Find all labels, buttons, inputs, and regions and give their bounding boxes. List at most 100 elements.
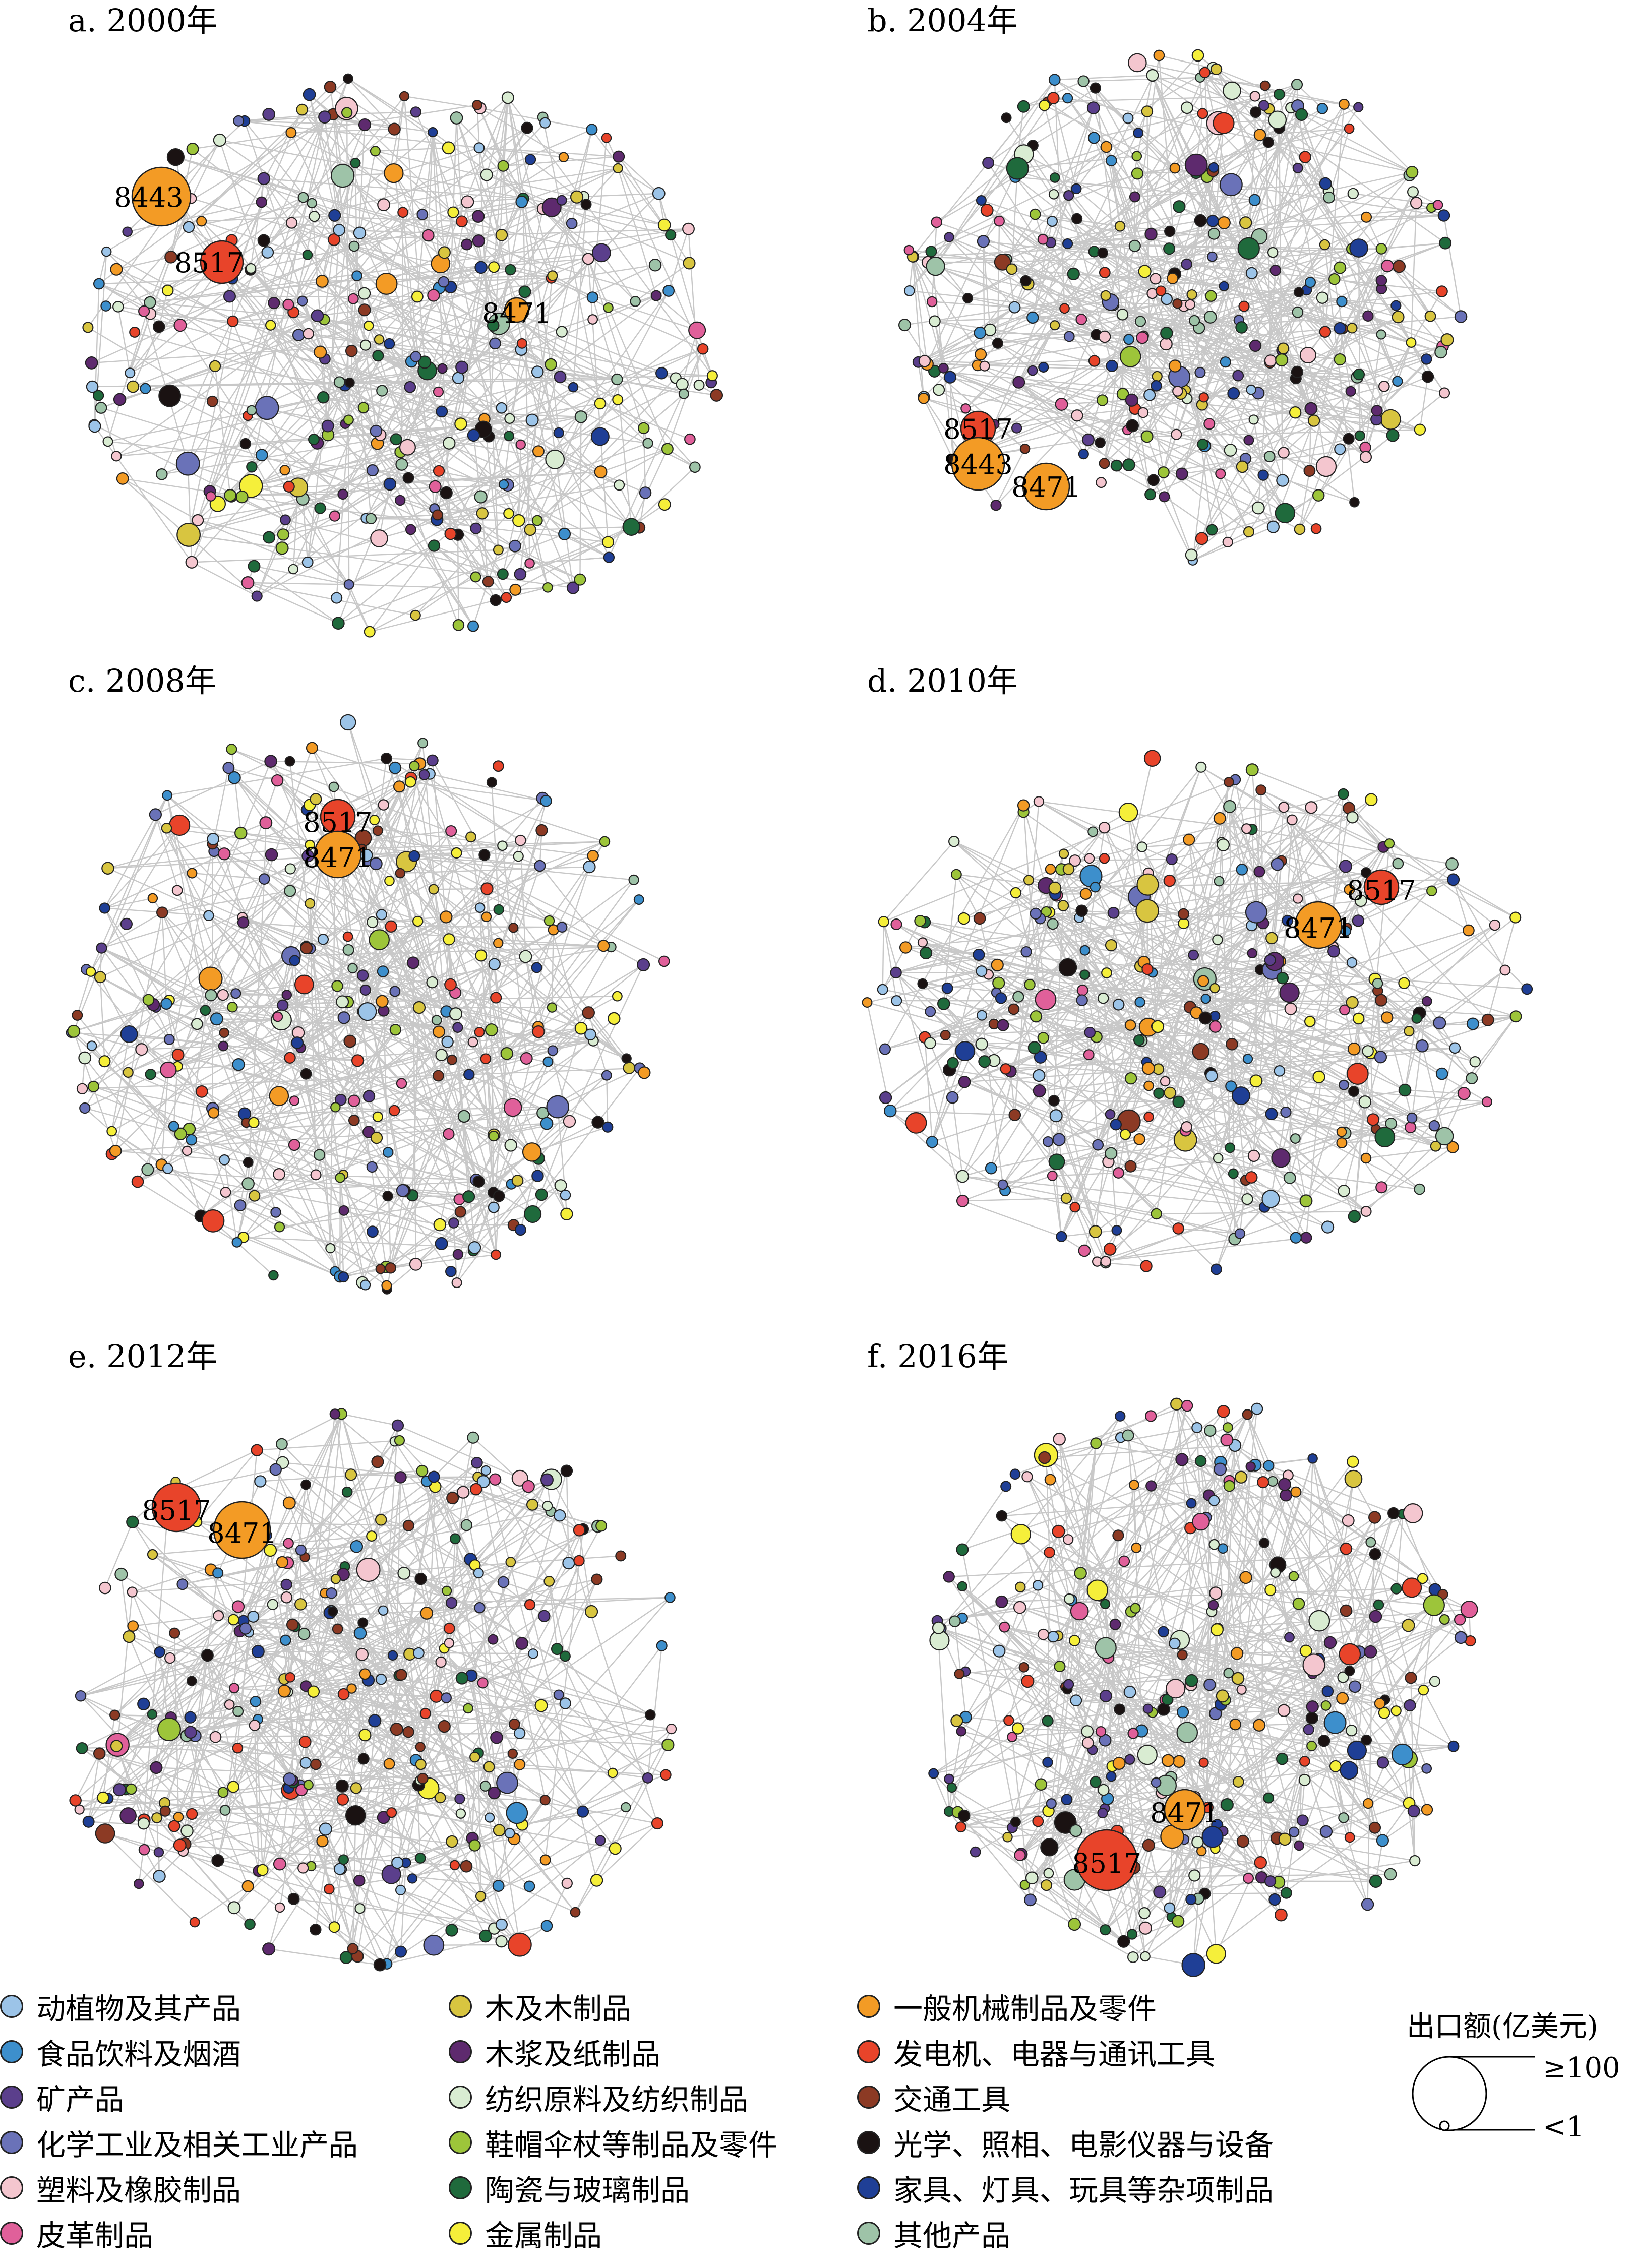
panel-title: c. 2008年 [68, 662, 216, 699]
network-edge [347, 1481, 427, 1493]
network-node [160, 998, 172, 1010]
network-edge [84, 1033, 130, 1109]
network-edge [612, 1744, 669, 1774]
network-node [1217, 838, 1230, 851]
network-node [1509, 1010, 1522, 1023]
network-node [1079, 888, 1092, 900]
network-node [1243, 526, 1255, 538]
network-node [512, 514, 525, 527]
network-edge [75, 1800, 392, 1813]
network-node [997, 1019, 1009, 1031]
network-node [468, 1241, 481, 1254]
network-node [445, 825, 457, 837]
network-node [428, 127, 438, 138]
network-edge [896, 1000, 931, 1012]
network-edge [433, 1714, 651, 1946]
network-node [697, 343, 709, 355]
network-node [1134, 997, 1145, 1008]
network-edge [208, 915, 295, 961]
network-edge [328, 295, 657, 436]
network-node [608, 1012, 621, 1025]
network-node [1123, 334, 1134, 345]
network-node [127, 380, 140, 393]
network-node [332, 617, 345, 630]
network-node [382, 1191, 393, 1202]
network-node [938, 362, 949, 374]
network-edge [1367, 925, 1495, 1052]
network-node [364, 626, 376, 638]
network-node [412, 1001, 426, 1014]
network-edge [926, 154, 1025, 364]
network-node [1136, 841, 1147, 852]
network-node [1481, 1013, 1494, 1026]
network-node [650, 290, 662, 301]
network-node [1008, 1003, 1020, 1015]
network-node [301, 556, 314, 568]
network-nodes [862, 750, 1533, 1275]
network-edge [238, 1064, 341, 1277]
network-edge [470, 837, 512, 1146]
network-edge [1422, 1016, 1516, 1047]
network-edge [84, 916, 243, 1059]
network-edge [487, 855, 593, 890]
network-node [678, 388, 689, 399]
network-edge [432, 132, 505, 485]
network-edge [882, 922, 884, 990]
network-edge [1296, 84, 1323, 109]
network-node [384, 163, 404, 183]
network-edge [1015, 146, 1107, 178]
network-node [1188, 949, 1199, 961]
network-node [149, 808, 162, 821]
network-edge [912, 256, 944, 369]
network-node [220, 1187, 231, 1198]
network-node [488, 1201, 500, 1213]
network-edge [1018, 382, 1101, 443]
network-node [890, 966, 902, 979]
network-node [438, 246, 451, 259]
network-node [353, 226, 367, 240]
network-edge [661, 373, 712, 377]
network-edge [456, 117, 560, 433]
network-node [475, 949, 488, 962]
network-node [515, 834, 526, 846]
network-node [428, 539, 441, 552]
network-edge [197, 519, 269, 538]
network-edge [983, 241, 986, 366]
network-node [1026, 311, 1039, 324]
network-edge [1295, 1091, 1354, 1139]
network-edge [243, 804, 384, 923]
network-node [960, 403, 971, 414]
network-node [447, 1054, 457, 1065]
network-edge [1130, 1113, 1272, 1167]
network-edge [1095, 87, 1139, 134]
network-node [166, 148, 185, 166]
network-edge [965, 242, 1446, 409]
network-node [1310, 523, 1322, 534]
network-edge [116, 349, 522, 457]
network-node [1374, 1127, 1396, 1148]
network-node [560, 1189, 571, 1201]
network-node [1323, 191, 1336, 204]
network-node [1290, 1232, 1302, 1244]
network-node [96, 942, 107, 954]
network-edge [394, 96, 405, 174]
network-edge [1310, 328, 1353, 409]
network-edge [329, 1612, 576, 1913]
network-node [1118, 803, 1138, 822]
network-node [471, 210, 485, 223]
network-edge [352, 298, 367, 345]
network-edge [104, 825, 180, 909]
network-edge [285, 470, 373, 521]
network-node [977, 235, 990, 248]
network-node [288, 1139, 300, 1151]
network-node [563, 1115, 576, 1128]
network-node [418, 355, 432, 369]
network-edge [116, 1620, 244, 1747]
network-node [974, 326, 987, 339]
network-edge [341, 1414, 441, 1798]
network-node [1348, 1086, 1359, 1097]
network-node [1386, 428, 1400, 442]
network-node [531, 962, 542, 973]
network-edge [1357, 1012, 1420, 1074]
network-edge [182, 1511, 551, 1585]
